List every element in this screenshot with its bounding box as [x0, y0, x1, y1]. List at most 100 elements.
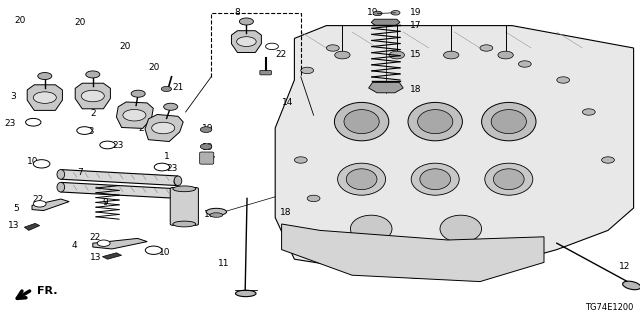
Polygon shape	[24, 223, 40, 230]
Circle shape	[373, 11, 382, 16]
Circle shape	[239, 18, 253, 25]
Polygon shape	[282, 224, 544, 282]
Circle shape	[131, 90, 145, 97]
Polygon shape	[93, 238, 147, 249]
Circle shape	[97, 240, 110, 246]
Polygon shape	[145, 115, 183, 141]
Circle shape	[26, 118, 41, 126]
Text: 4: 4	[71, 241, 77, 250]
Ellipse shape	[485, 163, 532, 195]
Ellipse shape	[420, 169, 451, 189]
Text: 22: 22	[32, 195, 44, 204]
Text: 18: 18	[204, 210, 215, 219]
Text: 19: 19	[202, 143, 213, 152]
Circle shape	[164, 103, 178, 110]
Circle shape	[518, 61, 531, 67]
Circle shape	[237, 37, 256, 46]
Text: 10: 10	[159, 248, 170, 257]
Ellipse shape	[57, 170, 65, 179]
Text: 20: 20	[119, 42, 131, 51]
Text: 16: 16	[171, 198, 182, 207]
Ellipse shape	[174, 189, 182, 198]
Text: 22: 22	[275, 50, 287, 59]
Text: 9: 9	[103, 198, 108, 207]
Ellipse shape	[351, 215, 392, 243]
Text: 23: 23	[83, 127, 95, 136]
Circle shape	[154, 163, 170, 171]
Circle shape	[602, 157, 614, 163]
Circle shape	[81, 90, 104, 102]
Polygon shape	[76, 83, 110, 109]
Text: 20: 20	[74, 18, 86, 27]
Ellipse shape	[440, 215, 481, 243]
Ellipse shape	[236, 290, 256, 297]
Polygon shape	[371, 19, 400, 26]
Circle shape	[389, 51, 404, 59]
Circle shape	[266, 43, 278, 50]
Polygon shape	[369, 83, 403, 93]
Circle shape	[200, 144, 212, 149]
Circle shape	[444, 51, 459, 59]
Text: TG74E1200: TG74E1200	[585, 303, 634, 312]
Text: 20: 20	[148, 63, 159, 72]
Ellipse shape	[481, 102, 536, 141]
Text: 13: 13	[90, 253, 101, 262]
Text: 1: 1	[164, 152, 170, 161]
Text: 11: 11	[218, 260, 229, 268]
Circle shape	[100, 141, 115, 149]
FancyBboxPatch shape	[200, 152, 214, 164]
Text: 19: 19	[410, 8, 421, 17]
Text: 7: 7	[77, 168, 83, 177]
Circle shape	[33, 92, 56, 103]
Circle shape	[38, 73, 52, 80]
Ellipse shape	[346, 169, 377, 189]
Text: 6: 6	[173, 178, 179, 187]
Circle shape	[301, 67, 314, 74]
Ellipse shape	[334, 102, 388, 141]
Circle shape	[86, 71, 100, 78]
Circle shape	[335, 51, 350, 59]
Text: FR.: FR.	[37, 286, 58, 296]
Text: 13: 13	[8, 221, 19, 230]
Ellipse shape	[408, 102, 462, 141]
Ellipse shape	[493, 169, 524, 189]
Text: 12: 12	[619, 262, 630, 271]
Circle shape	[123, 109, 146, 121]
Polygon shape	[275, 26, 634, 278]
Text: 21: 21	[173, 83, 184, 92]
Text: 8: 8	[234, 8, 239, 17]
Text: 23: 23	[4, 119, 16, 128]
Text: 2: 2	[90, 109, 96, 118]
Text: 20: 20	[14, 16, 26, 25]
Text: 23: 23	[112, 141, 124, 150]
Ellipse shape	[206, 208, 227, 215]
Text: 14: 14	[282, 98, 293, 107]
Circle shape	[33, 201, 46, 207]
Ellipse shape	[411, 163, 459, 195]
Text: 19: 19	[202, 124, 213, 133]
Circle shape	[294, 157, 307, 163]
Text: 22: 22	[90, 233, 101, 242]
Text: 5: 5	[13, 204, 19, 212]
Ellipse shape	[173, 221, 196, 227]
Ellipse shape	[210, 213, 223, 217]
Text: 18: 18	[280, 208, 291, 217]
Ellipse shape	[492, 109, 526, 134]
Text: 3: 3	[10, 92, 16, 100]
FancyBboxPatch shape	[170, 188, 198, 225]
Text: 23: 23	[166, 164, 178, 172]
Text: 17: 17	[205, 156, 216, 165]
Circle shape	[557, 77, 570, 83]
Text: 19: 19	[367, 8, 379, 17]
Text: 10: 10	[27, 157, 38, 166]
Circle shape	[480, 45, 493, 51]
Circle shape	[582, 109, 595, 115]
Circle shape	[200, 127, 212, 132]
Polygon shape	[61, 170, 178, 186]
Circle shape	[498, 51, 513, 59]
Circle shape	[391, 11, 400, 15]
Polygon shape	[102, 253, 122, 259]
Polygon shape	[232, 31, 261, 52]
Ellipse shape	[174, 176, 182, 186]
Circle shape	[33, 160, 50, 168]
